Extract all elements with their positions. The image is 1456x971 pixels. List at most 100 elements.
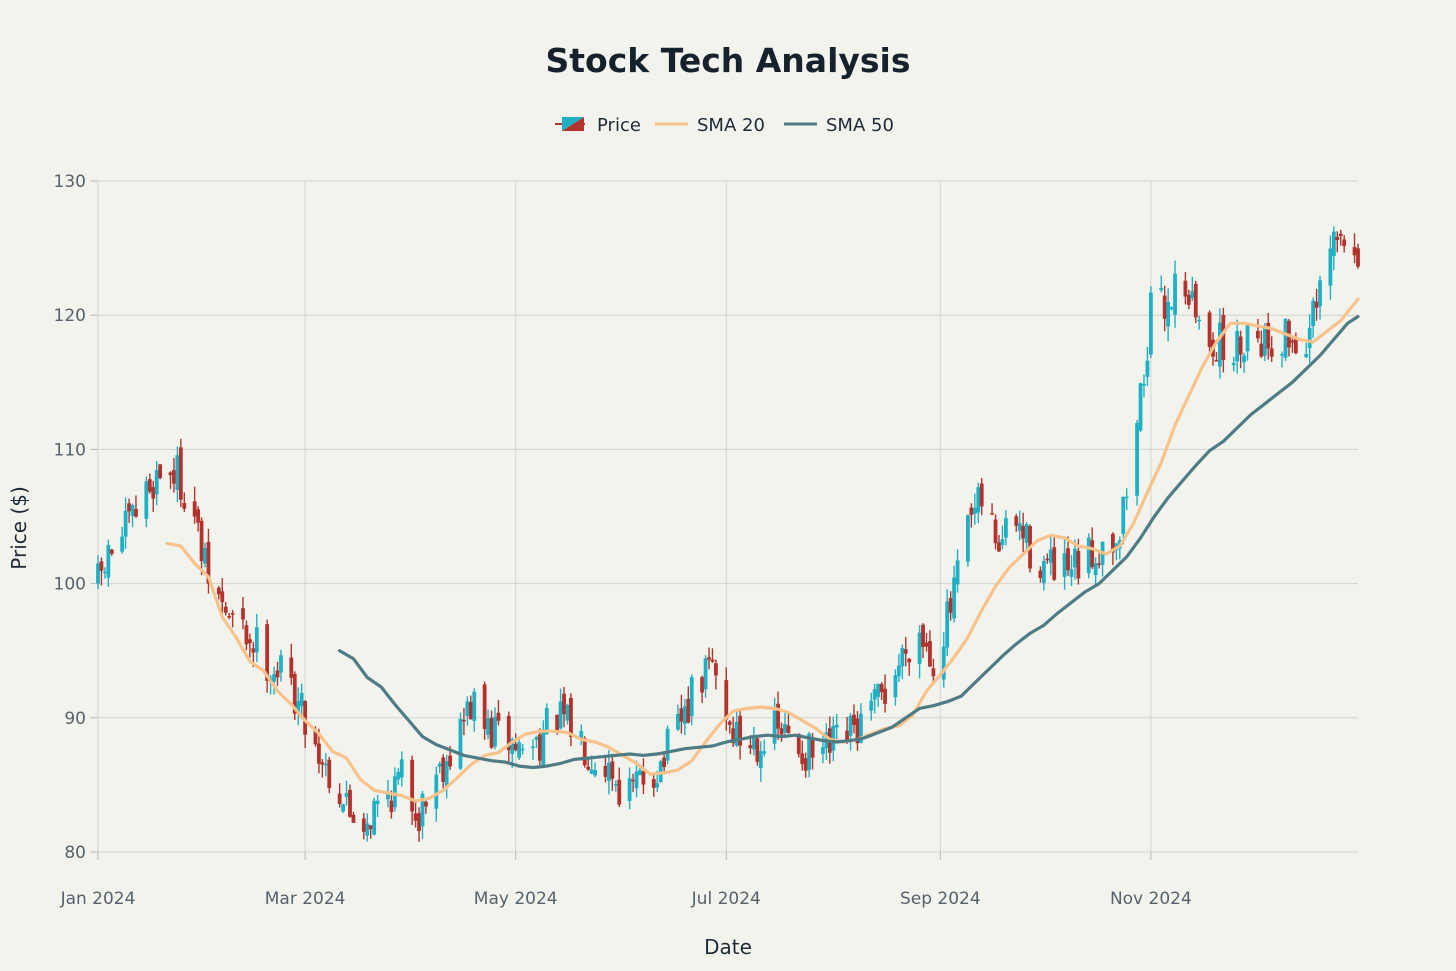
price-candle: [399, 751, 404, 787]
price-candle: [1335, 231, 1340, 253]
price-candle: [627, 767, 632, 810]
price-candle: [441, 754, 446, 789]
legend-item-sma20[interactable]: SMA 20: [655, 115, 765, 136]
y-tick-label: 120: [54, 306, 86, 326]
price-candle: [1235, 319, 1240, 374]
sma50-line: [338, 314, 1360, 770]
price-candle: [631, 773, 635, 793]
price-candle: [776, 691, 780, 740]
price-candle: [134, 495, 138, 518]
price-candle: [972, 493, 977, 525]
price-candle: [368, 824, 373, 839]
price-candle: [1269, 336, 1274, 362]
price-candle: [921, 623, 925, 659]
legend-item-price[interactable]: Price: [555, 115, 641, 136]
price-candle: [106, 539, 111, 587]
price-candle: [821, 732, 825, 764]
price-candle: [872, 683, 877, 714]
price-candle: [154, 461, 159, 506]
price-candle: [424, 800, 428, 814]
price-candle: [341, 803, 345, 814]
price-candle: [1290, 336, 1295, 353]
price-candle: [175, 446, 180, 503]
price-candle: [289, 643, 294, 685]
price-candle: [803, 752, 808, 778]
price-candle: [1190, 276, 1195, 302]
price-candle: [1304, 342, 1309, 359]
price-candle: [1138, 382, 1143, 433]
price-candle: [168, 471, 173, 489]
price-candle: [893, 669, 898, 706]
price-candle: [565, 703, 570, 725]
price-candle: [855, 711, 860, 751]
axes: 80 90 100 110 120 130 Jan 2024 Mar 2024 May 2024…: [54, 172, 1192, 909]
price-candle: [997, 534, 1001, 553]
price-candle: [147, 473, 152, 494]
price-candle: [1311, 297, 1316, 339]
price-candle: [613, 780, 618, 792]
legend-item-sma50[interactable]: SMA 50: [784, 115, 894, 136]
price-candle: [227, 612, 232, 620]
grid: [97, 180, 1358, 853]
price-candle: [96, 555, 100, 590]
price-candle: [351, 811, 356, 824]
x-tick-label: Jul 2024: [691, 889, 761, 909]
price-candle: [375, 794, 380, 817]
price-candle: [714, 659, 718, 690]
chart-legend: Price SMA 20 SMA 50: [555, 115, 894, 136]
price-candle: [1262, 323, 1267, 362]
price-candle: [586, 758, 591, 771]
price-candle: [1124, 488, 1129, 511]
price-candle: [296, 687, 301, 726]
price-candle: [468, 695, 473, 720]
price-candle: [1062, 539, 1067, 590]
price-candle: [772, 697, 777, 750]
price-candle: [1000, 525, 1005, 550]
price-candle: [1231, 356, 1236, 372]
price-candle: [517, 739, 522, 761]
price-candle: [279, 649, 283, 682]
price-candle: [344, 780, 349, 806]
price-candle: [1069, 554, 1074, 586]
price-candle: [786, 713, 791, 734]
price-candle: [558, 688, 563, 730]
price-candle: [513, 733, 518, 752]
price-candle: [1048, 535, 1053, 576]
price-candle: [520, 743, 525, 755]
price-candle: [531, 739, 535, 760]
price-candle: [883, 674, 887, 713]
price-candle: [931, 658, 936, 684]
y-tick-label: 80: [64, 843, 86, 863]
price-candle: [172, 458, 176, 493]
price-candle: [323, 752, 328, 777]
price-candle: [144, 476, 149, 528]
price-candle: [907, 657, 912, 676]
price-candle: [292, 671, 297, 721]
price-candle: [758, 741, 763, 782]
price-candle: [1121, 496, 1126, 545]
price-candle: [993, 514, 998, 550]
price-candle: [130, 503, 135, 528]
price-candle: [127, 498, 131, 523]
price-candle: [327, 756, 332, 794]
price-candle: [410, 755, 415, 825]
price-candle: [941, 632, 946, 688]
price-candle: [1066, 536, 1070, 576]
price-candle: [465, 696, 470, 726]
legend-label-sma20: SMA 20: [697, 115, 765, 136]
price-candle: [1024, 522, 1029, 550]
price-candle: [876, 683, 881, 707]
price-candle: [192, 486, 197, 524]
price-candle: [1041, 555, 1046, 591]
price-candle: [1045, 553, 1050, 564]
price-candle: [151, 480, 156, 513]
price-candle: [493, 707, 497, 750]
price-candle: [223, 601, 228, 616]
price-candle: [320, 759, 325, 778]
price-candle: [700, 675, 705, 704]
price-candle: [1259, 330, 1264, 358]
price-candle: [199, 517, 204, 576]
price-candle: [541, 720, 546, 767]
price-candle: [676, 704, 680, 732]
